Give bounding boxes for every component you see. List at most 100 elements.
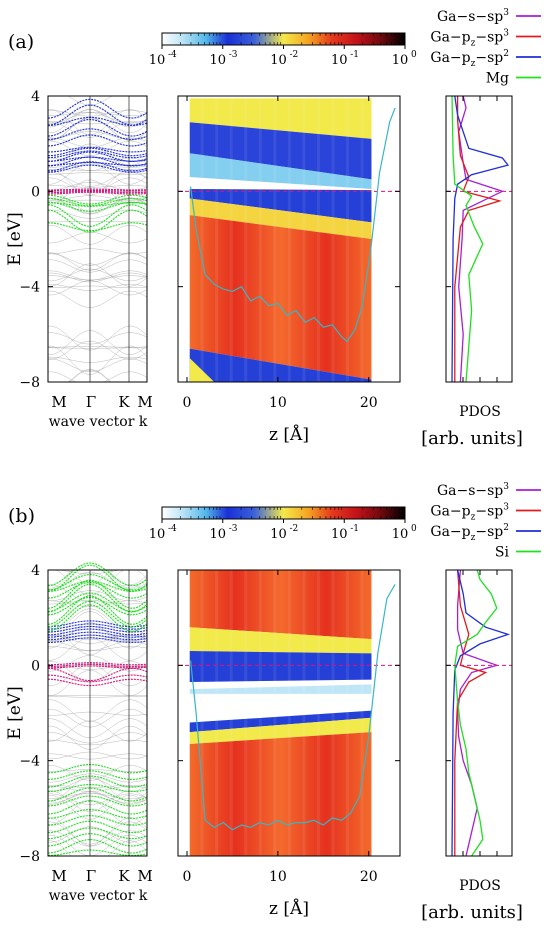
pdos-frame (445, 569, 513, 857)
conduction-band (47, 118, 148, 137)
ldos-stripe (258, 570, 262, 856)
pdos-bg (446, 570, 512, 856)
conduction-band (47, 150, 148, 159)
z-tick-label: 10 (269, 869, 287, 885)
ldos-region (189, 732, 372, 856)
colorbar-tick-exponent: -2 (290, 524, 299, 534)
conduction-band (48, 156, 148, 162)
pdos-units-label: [arb. units] (421, 428, 523, 449)
dopant-band (47, 197, 148, 207)
conduction-band (47, 625, 148, 633)
z-tick-label: 0 (183, 869, 192, 885)
potential-profile-line (190, 107, 396, 343)
ldos-stripe (200, 570, 204, 856)
dopant-band (47, 764, 148, 774)
kpoint-label: M (137, 393, 152, 411)
band-line (48, 790, 148, 812)
pdos-series-line (451, 95, 484, 383)
colorbar-tick-label: 10 (392, 53, 409, 68)
legend-label: Mg (486, 71, 509, 87)
kpoint-label: K (118, 393, 130, 411)
band-line (48, 356, 148, 363)
ldos-stripe (316, 570, 320, 856)
colorbar-tick-label: 10 (331, 53, 348, 68)
band-line (48, 834, 148, 857)
dopant-band (47, 787, 148, 802)
ldos-region (189, 215, 372, 380)
energy-axis-label: E [eV] (5, 212, 25, 265)
energy-tick-label: −8 (19, 849, 40, 865)
band-line (48, 221, 148, 223)
dopant-band (47, 579, 148, 609)
panel-b: (b)10 -4 10 -3 10 -2 10 -1 10 0Ga−s−sp3Ga−pz−sp3G… (5, 482, 541, 923)
fermi-band (48, 188, 148, 191)
fermi-band (48, 665, 148, 669)
dopant-band (47, 800, 148, 815)
legend-label: Ga−s−sp3 (437, 8, 509, 25)
kpoint-label: K (118, 867, 130, 885)
band-line (47, 725, 148, 750)
band-line (47, 720, 148, 742)
kpoint-label: M (51, 393, 66, 411)
conduction-band (47, 98, 148, 119)
ldos-region (189, 198, 372, 239)
legend-label: Ga−pz−sp3 (430, 503, 509, 523)
band-line (48, 792, 148, 800)
dopant-band (47, 784, 148, 793)
pdos-label: PDOS (459, 404, 501, 420)
fermi-band (47, 678, 148, 687)
band-line (48, 784, 148, 788)
ldos-map: 0 10 20 z [Å] (177, 95, 401, 445)
z-axis-label: z [Å] (269, 898, 309, 919)
ldos-region (189, 627, 372, 654)
band-line (47, 280, 148, 296)
band-xlabel: wave vector k (49, 888, 148, 904)
ldos-region (189, 717, 372, 744)
band-line (48, 792, 148, 804)
conduction-band (47, 134, 148, 147)
legend-label: Ga−pz−sp3 (430, 29, 509, 49)
dopant-band (48, 202, 148, 207)
ldos-stripe (200, 96, 204, 382)
band-line (47, 773, 148, 783)
band-structure-bg (48, 96, 147, 382)
pdos-series-line (454, 569, 488, 856)
energy-tick-label: 4 (31, 563, 40, 579)
legend-item: Ga−pz−sp2 (430, 49, 541, 69)
pdos-series-line (451, 95, 510, 383)
ldos-region (189, 710, 372, 733)
band-line (47, 584, 148, 603)
colorbar-tick-exponent: -2 (290, 50, 299, 60)
ldos-stripe (331, 96, 335, 382)
dopant-band (47, 820, 148, 834)
pdos-plot: PDOS [arb. units] (421, 569, 523, 923)
colorbar-tick-label: 10 (149, 527, 166, 542)
conduction-band (47, 147, 148, 157)
ldos-region (189, 358, 215, 382)
fermi-band (47, 191, 148, 195)
dopant-band (47, 827, 148, 840)
legend-item: Ga−pz−sp2 (430, 523, 541, 543)
band-line (47, 821, 148, 845)
band-line (47, 590, 148, 602)
band-line (47, 330, 148, 355)
band-line (48, 284, 148, 291)
ldos-region (189, 570, 372, 640)
dopant-band (47, 809, 148, 819)
dopant-band (47, 564, 148, 593)
band-line (48, 332, 148, 345)
band-structure-bg (48, 570, 147, 856)
energy-tick-label: 0 (31, 658, 40, 674)
ldos-region (189, 348, 372, 382)
band-line (48, 646, 148, 652)
pdos-plot: PDOS [arb. units] (421, 95, 523, 449)
z-tick-label: 20 (360, 395, 378, 411)
ldos-map-frame (177, 95, 401, 383)
dopant-band (47, 833, 148, 847)
pdos-frame (445, 95, 513, 383)
band-line (48, 112, 148, 116)
colorbar-tick-exponent: -1 (350, 524, 359, 534)
energy-tick-label: −4 (19, 754, 40, 770)
ldos-region (189, 684, 372, 694)
dopant-band (47, 775, 148, 788)
